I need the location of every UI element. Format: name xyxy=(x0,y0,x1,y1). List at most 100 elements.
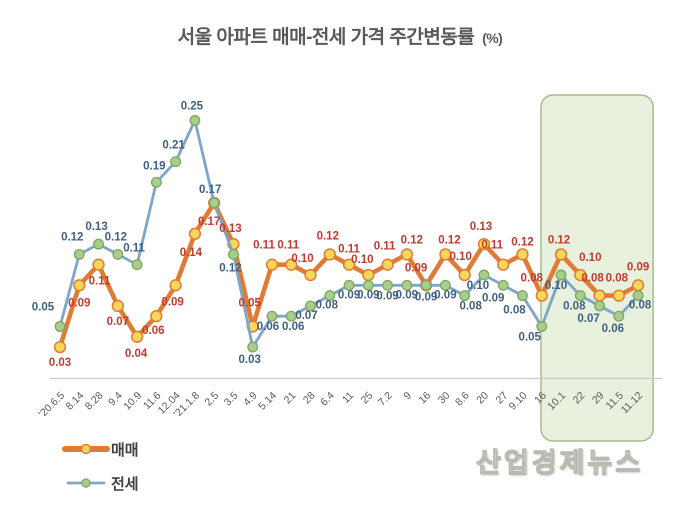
jeonse-data-point xyxy=(285,310,297,322)
x-axis-label: 20 xyxy=(474,390,491,407)
jeonse-data-label: 0.17 xyxy=(199,184,221,196)
jeonse-data-label: 0.08 xyxy=(316,300,339,312)
sale-data-point xyxy=(381,258,394,271)
sale-data-point xyxy=(574,268,587,282)
jeonse-data-label: 0.07 xyxy=(295,310,317,322)
sale-data-label: 0.08 xyxy=(606,273,629,285)
sale-data-label: 0.11 xyxy=(338,244,360,256)
jeonse-data-point xyxy=(266,310,278,322)
jeonse-data-label: 0.05 xyxy=(32,302,55,314)
x-axis-label: 21 xyxy=(282,390,299,407)
jeonse-data-point xyxy=(382,279,394,291)
sale-data-label: 0.07 xyxy=(107,316,129,328)
sale-data-point xyxy=(150,310,163,323)
jeonse-data-point xyxy=(459,290,471,302)
sale-data-label: 0.09 xyxy=(161,296,183,308)
x-axis-label: 9.10 xyxy=(507,390,530,413)
sale-data-label: 0.17 xyxy=(198,216,220,228)
x-axis-label: 7.2 xyxy=(376,390,395,409)
jeonse-data-label: 0.03 xyxy=(239,354,261,366)
sale-data-point xyxy=(593,289,606,302)
jeonse-data-label: 0.08 xyxy=(503,305,526,317)
sale-data-point xyxy=(53,340,67,354)
sale-data-label: 0.13 xyxy=(470,221,492,233)
sale-data-label: 0.04 xyxy=(125,348,148,360)
jeonse-data-label: 0.09 xyxy=(338,289,360,301)
chart-legend: 매매 전세 xyxy=(62,440,139,493)
jeonse-data-point xyxy=(555,269,567,281)
x-axis-label: 5.14 xyxy=(256,390,279,413)
jeonse-data-label: 0.06 xyxy=(602,323,624,335)
jeonse-data-label: 0.11 xyxy=(123,243,145,255)
chart-title: 서울 아파트 매매-전세 가격 주간변동률 (%) xyxy=(0,22,680,49)
sale-data-point xyxy=(516,248,529,261)
sale-data-label: 0.06 xyxy=(142,325,164,337)
jeonse-data-point xyxy=(247,341,259,353)
jeonse-data-label: 0.08 xyxy=(459,301,482,313)
sale-data-label: 0.08 xyxy=(581,273,604,285)
sale-data-point xyxy=(130,330,144,343)
jeonse-data-label: 0.06 xyxy=(257,321,279,333)
sale-data-point xyxy=(439,248,452,261)
sale-data-label: 0.13 xyxy=(219,223,241,235)
sale-data-label: 0.09 xyxy=(68,297,90,309)
jeonse-data-point xyxy=(324,290,336,302)
sale-data-label: 0.08 xyxy=(521,273,544,285)
sale-data-label: 0.11 xyxy=(253,240,275,252)
jeonse-data-label: 0.19 xyxy=(143,160,165,172)
sale-data-point xyxy=(631,279,645,292)
jeonse-data-point xyxy=(131,259,143,271)
jeonse-data-point xyxy=(189,115,201,126)
jeonse-data-label: 0.10 xyxy=(545,280,567,292)
sale-series-swatch-icon xyxy=(62,443,110,455)
sale-data-point xyxy=(169,279,182,292)
jeonse-data-label: 0.10 xyxy=(467,280,489,292)
sale-data-label: 0.10 xyxy=(449,251,471,263)
sale-data-point xyxy=(554,248,568,261)
sale-data-label: 0.12 xyxy=(401,234,423,246)
jeonse-data-point xyxy=(54,321,66,332)
sale-data-label: 0.10 xyxy=(351,254,373,266)
jeonse-data-label: 0.07 xyxy=(577,313,599,325)
jeonse-data-point xyxy=(227,248,239,260)
sale-data-label: 0.14 xyxy=(180,247,203,259)
jeonse-data-point xyxy=(613,310,625,322)
jeonse-data-point xyxy=(343,279,355,291)
sale-data-point xyxy=(362,268,375,282)
jeonse-data-point xyxy=(478,269,490,281)
chart-title-text: 서울 아파트 매매-전세 가격 주간변동률 xyxy=(177,27,475,48)
x-axis-label: 2.5 xyxy=(202,390,221,409)
sale-data-point xyxy=(73,279,86,292)
jeonse-data-label: 0.05 xyxy=(519,332,542,344)
sale-data-label: 0.12 xyxy=(548,234,570,246)
jeonse-swatch-marker xyxy=(81,478,91,488)
sale-data-label: 0.05 xyxy=(239,298,262,310)
jeonse-data-point xyxy=(112,248,124,260)
x-axis-label: 9 xyxy=(401,390,414,403)
sale-data-point xyxy=(92,258,105,271)
x-axis-label: 30 xyxy=(436,390,453,407)
jeonse-data-label: 0.08 xyxy=(563,301,586,313)
jeonse-data-point xyxy=(439,279,451,291)
sale-data-label: 0.09 xyxy=(627,261,649,273)
x-axis-label: 8.6 xyxy=(453,390,472,409)
sale-data-label: 0.10 xyxy=(291,253,313,265)
sale-data-point xyxy=(497,258,510,271)
x-axis-label: 10.9 xyxy=(121,390,144,413)
jeonse-data-label: 0.09 xyxy=(415,291,437,303)
jeonse-data-point xyxy=(208,197,220,209)
sale-data-point xyxy=(265,258,279,271)
sale-data-point xyxy=(342,258,356,271)
jeonse-data-label: 0.08 xyxy=(629,300,652,312)
sale-data-label: 0.11 xyxy=(89,276,111,288)
jeonse-data-label: 0.12 xyxy=(61,231,83,243)
sale-data-label: 0.10 xyxy=(579,252,601,264)
jeonse-data-point xyxy=(93,238,104,250)
x-axis-label: 6.4 xyxy=(318,390,337,409)
sale-data-label: 0.12 xyxy=(438,234,460,246)
sale-data-label: 0.11 xyxy=(481,240,503,252)
sale-data-point xyxy=(400,248,414,261)
sale-data-label: 0.11 xyxy=(277,240,299,252)
legend-label-sale: 매매 xyxy=(111,441,139,459)
x-axis-label: 28 xyxy=(301,390,318,407)
